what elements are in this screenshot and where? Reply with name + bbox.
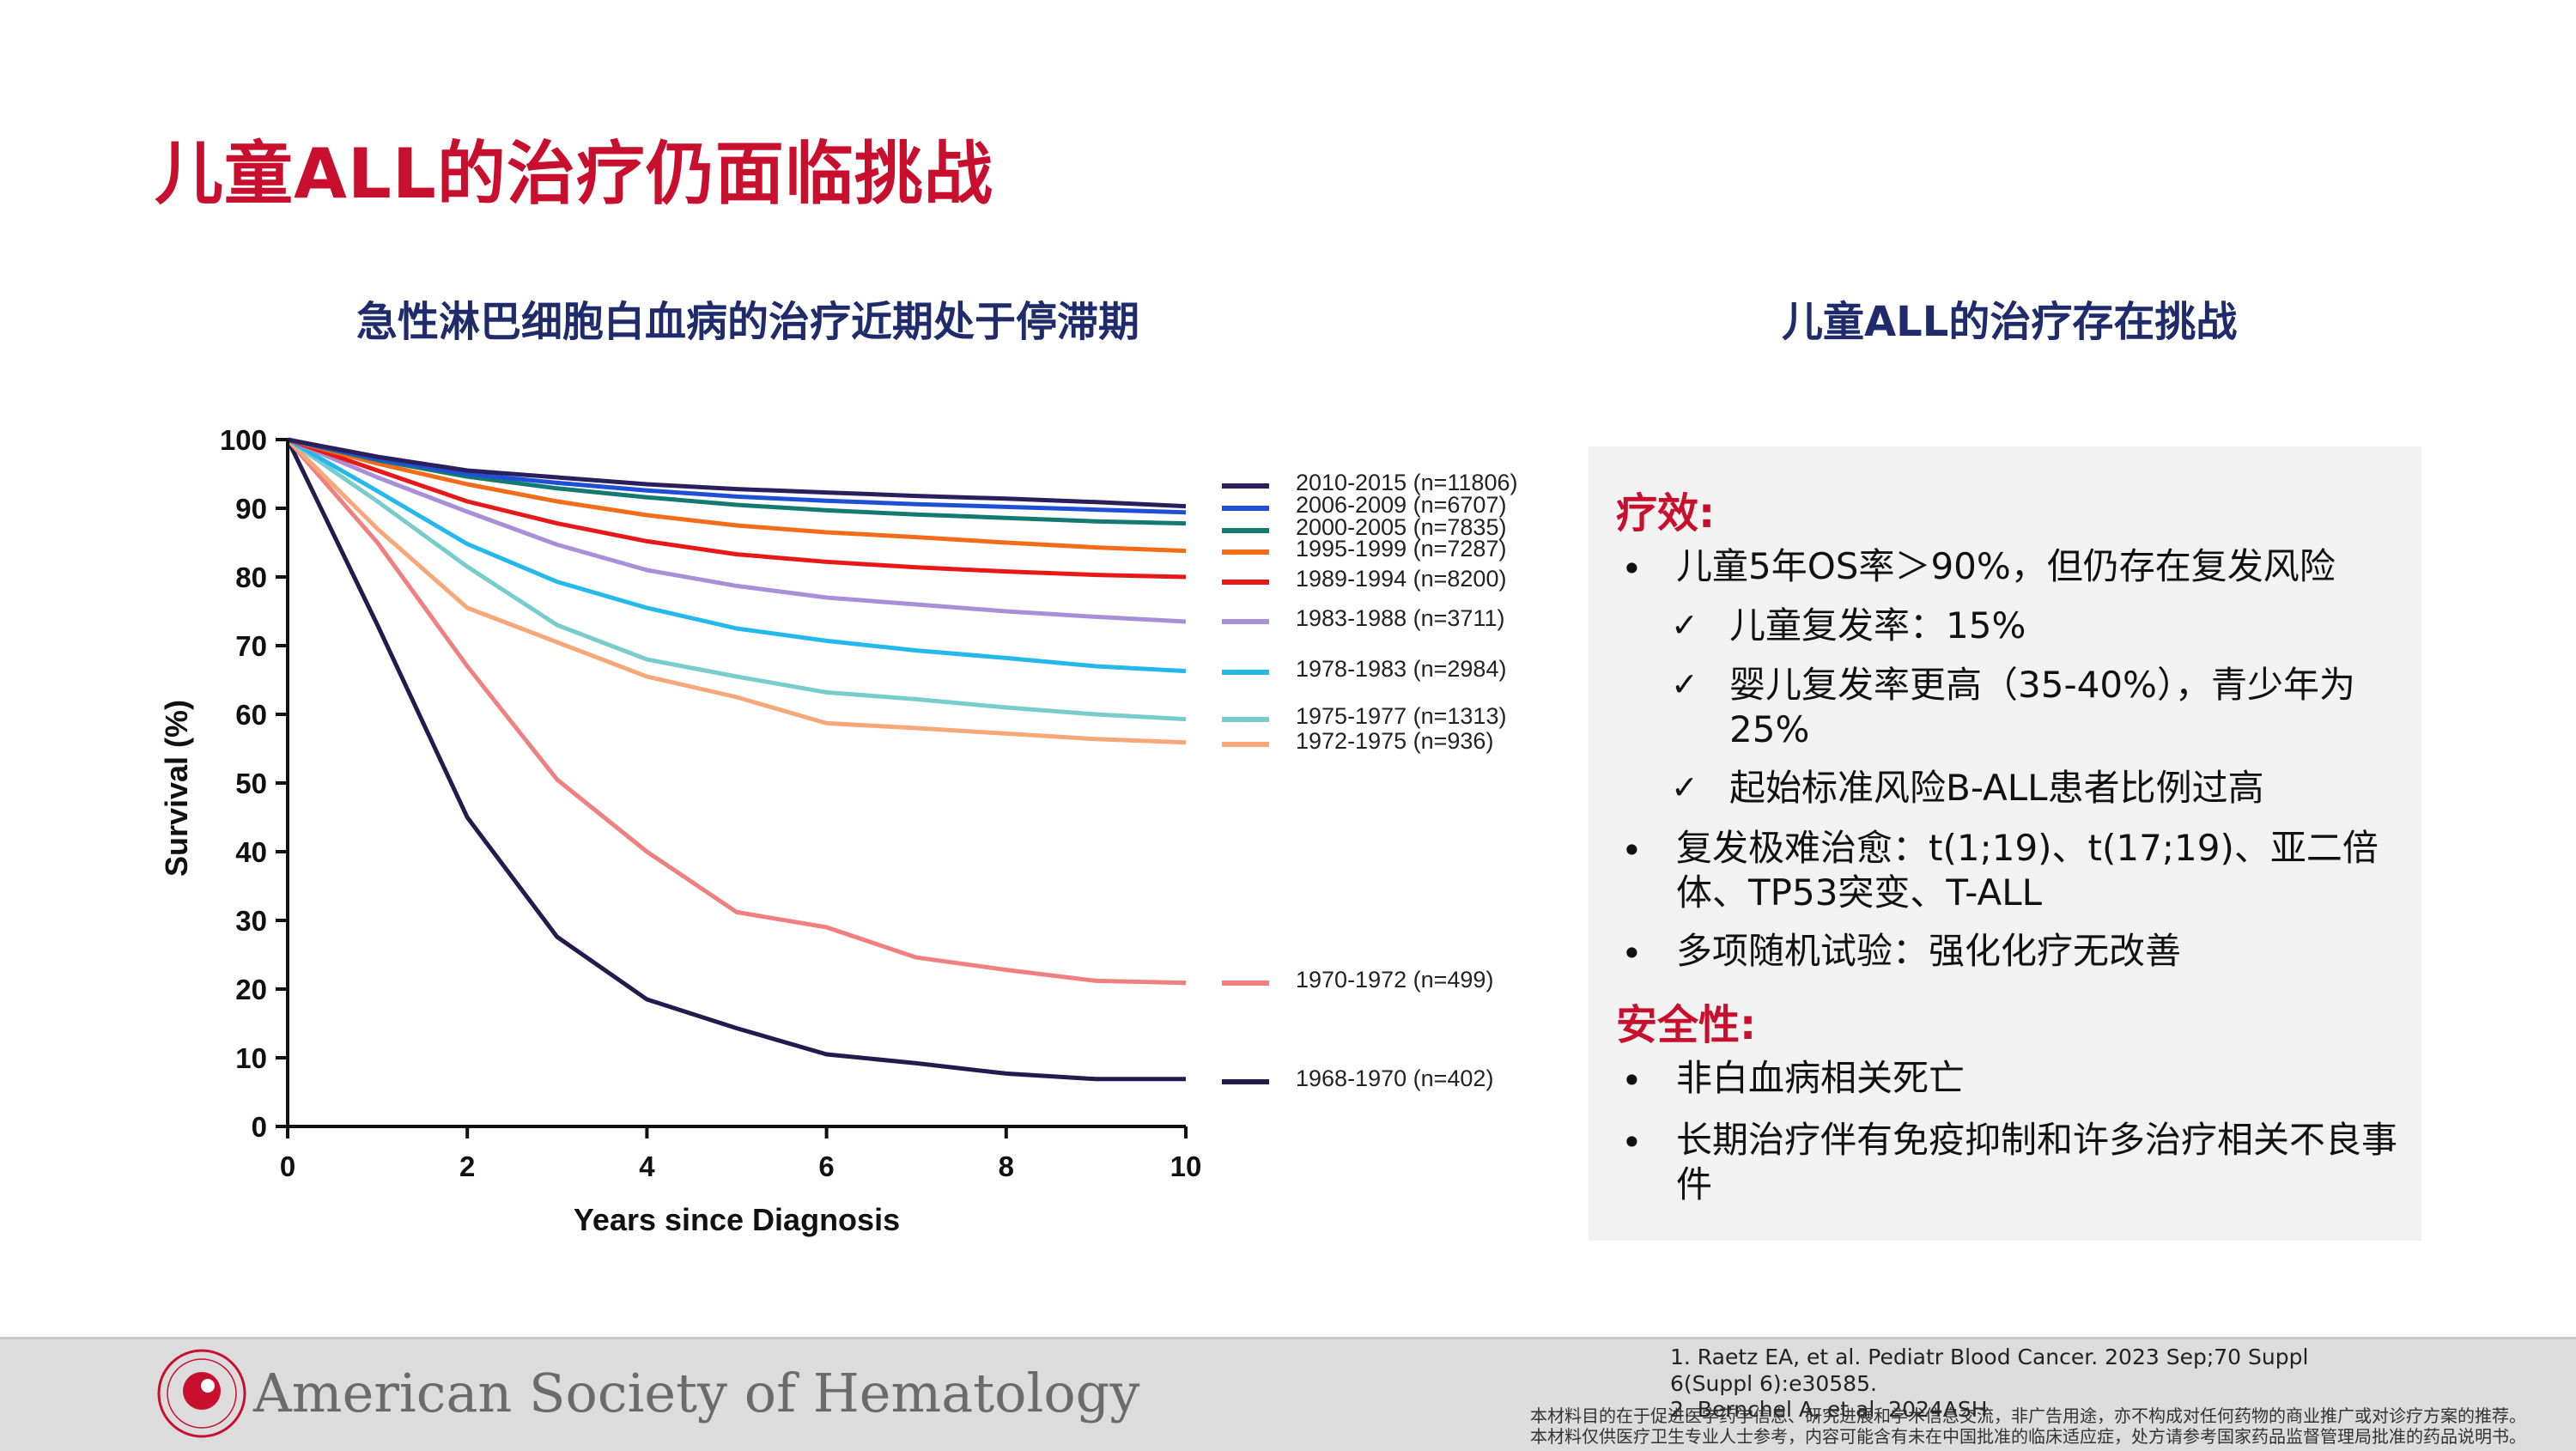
safety-heading: 安全性:: [1616, 1001, 1757, 1049]
chart-subtitle: 急性淋巴细胞白血病的治疗近期处于停滞期: [356, 298, 1140, 346]
reference-1: 1. Raetz EA, et al. Pediatr Blood Cancer…: [1670, 1345, 2309, 1396]
reference-2: 2. Bernchel A, et al. 2024ASH: [1670, 1397, 1988, 1422]
efficacy-heading: 疗效:: [1616, 489, 1716, 537]
x-axis-label: Years since Diagnosis: [574, 1202, 900, 1237]
legend-label: 1968-1970 (n=402): [1296, 1065, 1493, 1091]
series-line: [286, 437, 1187, 674]
bullet-relapse-cure: 复发极难治愈：t(1;19)、t(17;19)、亚二倍体、TP53突变、T-AL…: [1676, 827, 2379, 914]
ash-logo-text: American Society of Hematology: [253, 1362, 1140, 1424]
y-tick-label: 10: [235, 1042, 267, 1074]
disclaimer-line-1: 本材料目的在于促进医学药学信息、研究进展和学术信息交流，非广告用途，亦不构成对任…: [1530, 1405, 2526, 1426]
y-tick-label: 0: [252, 1111, 267, 1143]
bullet-icon: •: [1621, 548, 1643, 590]
legend-label: 1972-1975 (n=936): [1296, 728, 1493, 754]
legend-label: 1975-1977 (n=1313): [1296, 703, 1506, 729]
bullet-nonleukemia-death: 非白血病相关死亡: [1676, 1057, 1965, 1099]
bullet-icon: •: [1621, 1121, 1643, 1163]
y-tick-label: 40: [235, 836, 267, 868]
bullet-icon: •: [1621, 932, 1643, 974]
y-tick-label: 90: [235, 493, 267, 525]
y-tick-label: 30: [235, 905, 267, 937]
check-infant-relapse: 婴儿复发率更高（35-40%），青少年为25%: [1729, 664, 2355, 750]
series-line: [286, 438, 1187, 745]
bullet-icon: •: [1621, 829, 1643, 871]
y-tick-label: 50: [235, 768, 267, 799]
challenges-panel: 疗效: • 儿童5年OS率＞90%，但仍存在复发风险 ✓ 儿童复发率：15% ✓…: [1589, 446, 2421, 1241]
legend-label: 1970-1972 (n=499): [1296, 967, 1493, 993]
ash-logo-icon: [157, 1349, 246, 1438]
series-line: [287, 437, 1187, 624]
bullet-os-rate: 儿童5年OS率＞90%，但仍存在复发风险: [1676, 545, 2336, 587]
x-tick-label: 6: [818, 1150, 834, 1182]
check-standard-risk: 起始标准风险B-ALL患者比例过高: [1729, 767, 2264, 809]
x-tick-label: 0: [280, 1150, 295, 1182]
legend-label: 1983-1988 (n=3711): [1296, 605, 1504, 631]
page-title: 儿童ALL的治疗仍面临挑战: [155, 134, 993, 214]
bullet-icon: •: [1621, 1059, 1643, 1102]
y-tick-label: 60: [235, 699, 267, 731]
legend-label: 1978-1983 (n=2984): [1296, 656, 1506, 682]
check-relapse-rate: 儿童复发率：15%: [1729, 604, 2026, 647]
legend-label: 2006-2009 (n=6707): [1296, 492, 1506, 518]
y-tick-label: 70: [235, 630, 267, 662]
series-line: [286, 437, 1187, 722]
series-line: [287, 437, 1187, 580]
check-icon: ✓: [1671, 606, 1698, 644]
series-line: [287, 437, 1187, 509]
check-icon: ✓: [1671, 768, 1698, 806]
y-tick-label: 80: [235, 562, 267, 593]
panel-subtitle: 儿童ALL的治疗存在挑战: [1782, 298, 2238, 346]
legend-label: 2000-2005 (n=7835): [1296, 514, 1506, 540]
x-tick-label: 10: [1170, 1150, 1202, 1182]
series-line: [286, 438, 1187, 986]
disclaimer-line-2: 本材料仅供医疗卫生专业人士参考，内容可能含有未在中国批准的临床适应症，处方请参考…: [1530, 1426, 2526, 1447]
legend-label: 1995-1999 (n=7287): [1296, 536, 1506, 562]
series-line: [287, 437, 1187, 515]
series-line: [287, 437, 1187, 554]
x-tick-label: 4: [639, 1150, 655, 1182]
y-tick-label: 20: [235, 974, 267, 1005]
y-tick-label: 100: [220, 424, 267, 456]
bullet-rct: 多项随机试验：强化化疗无改善: [1676, 930, 2182, 972]
series-line: [287, 437, 1187, 526]
x-tick-label: 8: [999, 1150, 1014, 1182]
legend-label: 1989-1994 (n=8200): [1296, 566, 1506, 592]
series-line: [285, 438, 1186, 1082]
footer-bar: [0, 1337, 2576, 1451]
legend-label: 2010-2015 (n=11806): [1296, 470, 1517, 495]
bullet-long-term-toxicity: 长期治疗伴有免疫抑制和许多治疗相关不良事件: [1676, 1119, 2398, 1205]
y-axis-label: Survival (%): [159, 700, 194, 877]
x-tick-label: 2: [459, 1150, 475, 1182]
check-icon: ✓: [1671, 665, 1698, 703]
